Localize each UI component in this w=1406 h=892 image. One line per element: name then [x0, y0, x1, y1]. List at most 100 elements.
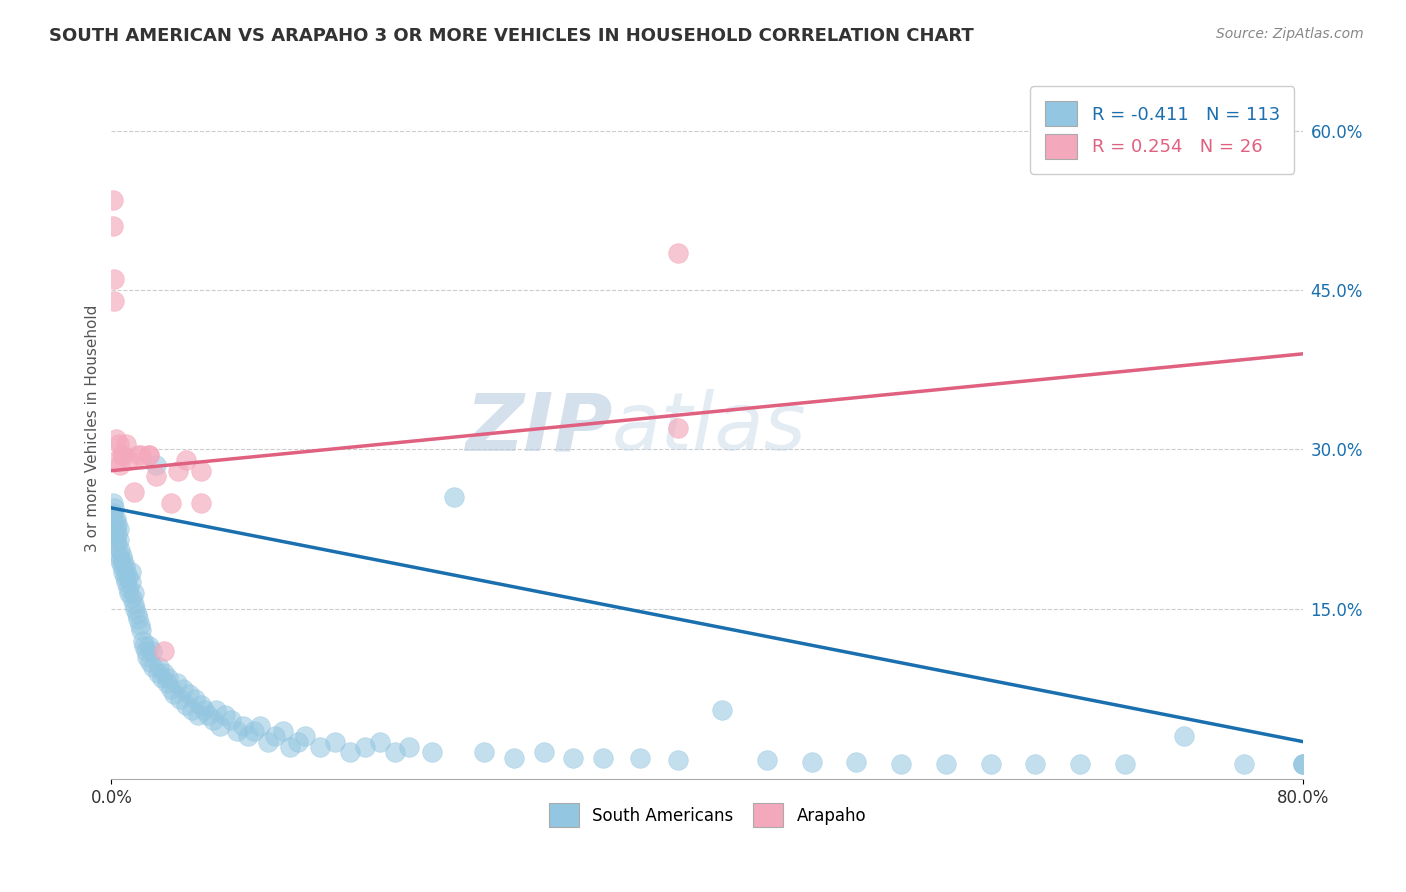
Point: [103, 272, 125, 286]
Point: [180, 703, 202, 717]
Point: [1233, 757, 1256, 772]
Point: [174, 453, 197, 467]
Point: [120, 565, 142, 579]
Point: [105, 453, 128, 467]
Point: [118, 586, 141, 600]
Point: [112, 448, 135, 462]
Point: [122, 586, 145, 600]
Point: [129, 623, 152, 637]
Point: [152, 665, 174, 680]
Point: [115, 575, 138, 590]
Point: [104, 522, 127, 536]
Point: [197, 708, 219, 723]
Point: [121, 591, 143, 606]
Point: [105, 516, 128, 531]
Point: [562, 750, 585, 764]
Text: atlas: atlas: [612, 389, 807, 467]
Point: [138, 448, 160, 462]
Point: [190, 464, 212, 478]
Point: [257, 735, 280, 749]
Point: [287, 735, 309, 749]
Point: [209, 719, 232, 733]
Point: [114, 559, 136, 574]
Point: [231, 719, 253, 733]
Point: [148, 660, 170, 674]
Point: [628, 750, 651, 764]
Point: [169, 692, 191, 706]
Point: [104, 533, 127, 547]
Point: [122, 485, 145, 500]
Point: [243, 724, 266, 739]
Point: [249, 719, 271, 733]
Point: [122, 597, 145, 611]
Point: [124, 602, 146, 616]
Text: ZIP: ZIP: [465, 389, 612, 467]
Point: [201, 714, 224, 728]
Point: [146, 665, 169, 680]
Point: [115, 437, 138, 451]
Point: [139, 655, 162, 669]
Point: [204, 703, 226, 717]
Point: [172, 681, 194, 696]
Point: [103, 500, 125, 515]
Point: [104, 511, 127, 525]
Point: [177, 687, 200, 701]
Point: [420, 745, 443, 759]
Point: [935, 757, 957, 772]
Point: [112, 554, 135, 568]
Point: [294, 730, 316, 744]
Point: [271, 724, 294, 739]
Point: [111, 559, 134, 574]
Point: [155, 676, 177, 690]
Point: [110, 458, 132, 473]
Point: [264, 730, 287, 744]
Point: [1024, 757, 1046, 772]
Point: [163, 687, 186, 701]
Point: [145, 458, 167, 473]
Point: [353, 739, 375, 754]
Point: [890, 757, 912, 772]
Point: [187, 708, 209, 723]
Point: [384, 745, 406, 759]
Point: [125, 607, 148, 622]
Point: [592, 750, 614, 764]
Point: [190, 495, 212, 509]
Point: [845, 755, 868, 769]
Point: [103, 511, 125, 525]
Point: [118, 453, 141, 467]
Point: [711, 703, 734, 717]
Point: [129, 448, 152, 462]
Point: [138, 639, 160, 653]
Point: [110, 543, 132, 558]
Point: [666, 421, 689, 435]
Point: [101, 516, 124, 531]
Point: [398, 739, 420, 754]
Point: [105, 538, 128, 552]
Point: [117, 581, 139, 595]
Point: [160, 681, 183, 696]
Point: [101, 506, 124, 520]
Point: [472, 745, 495, 759]
Point: [225, 724, 247, 739]
Point: [101, 495, 124, 509]
Point: [193, 703, 215, 717]
Point: [800, 755, 823, 769]
Point: [114, 570, 136, 584]
Point: [278, 739, 301, 754]
Point: [1292, 757, 1315, 772]
Point: [1114, 757, 1136, 772]
Point: [323, 735, 346, 749]
Point: [111, 549, 134, 563]
Text: SOUTH AMERICAN VS ARAPAHO 3 OR MORE VEHICLES IN HOUSEHOLD CORRELATION CHART: SOUTH AMERICAN VS ARAPAHO 3 OR MORE VEHI…: [49, 27, 974, 45]
Point: [1069, 757, 1091, 772]
Point: [145, 469, 167, 483]
Point: [174, 698, 197, 712]
Y-axis label: 3 or more Vehicles in Household: 3 or more Vehicles in Household: [86, 304, 100, 552]
Point: [111, 448, 134, 462]
Point: [103, 527, 125, 541]
Point: [160, 495, 183, 509]
Text: Source: ZipAtlas.com: Source: ZipAtlas.com: [1216, 27, 1364, 41]
Point: [756, 753, 779, 767]
Point: [666, 753, 689, 767]
Point: [127, 448, 149, 462]
